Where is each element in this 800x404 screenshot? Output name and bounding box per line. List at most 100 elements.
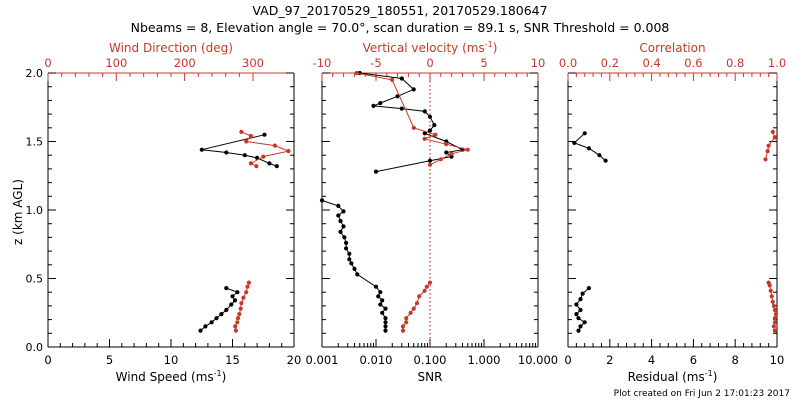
data-point bbox=[772, 307, 778, 313]
data-point bbox=[438, 157, 443, 162]
data-point bbox=[371, 103, 376, 108]
data-point bbox=[411, 306, 416, 311]
data-point bbox=[422, 109, 427, 114]
data-point bbox=[229, 302, 234, 307]
data-point bbox=[319, 198, 325, 203]
data-point bbox=[770, 299, 775, 304]
x-axis-title-residual: Residual (ms-1) bbox=[628, 369, 718, 384]
x-tick-label: 10 bbox=[164, 353, 179, 367]
data-point bbox=[230, 294, 235, 299]
data-point bbox=[422, 131, 427, 136]
data-point bbox=[224, 307, 229, 313]
x-tick-label: 5 bbox=[106, 353, 113, 367]
data-point bbox=[404, 320, 409, 325]
data-point bbox=[576, 316, 581, 321]
top-tick-label: 10 bbox=[531, 56, 546, 70]
data-point bbox=[336, 213, 341, 218]
data-point bbox=[378, 302, 383, 307]
data-point bbox=[239, 301, 244, 306]
data-point bbox=[338, 229, 343, 234]
data-point bbox=[355, 272, 360, 277]
data-point bbox=[400, 328, 406, 333]
data-point bbox=[772, 316, 778, 321]
data-point bbox=[765, 149, 770, 154]
data-point bbox=[383, 316, 388, 321]
top-axis-title-snr: Vertical velocity (ms-1) bbox=[363, 40, 498, 55]
y-axis-label: z (km AGL) bbox=[11, 179, 25, 245]
data-point bbox=[241, 295, 246, 300]
data-point bbox=[449, 151, 454, 156]
data-point bbox=[373, 169, 379, 174]
data-point bbox=[427, 114, 433, 119]
data-point bbox=[578, 324, 583, 329]
data-point bbox=[578, 297, 583, 302]
data-point bbox=[347, 257, 352, 262]
data-point bbox=[378, 290, 383, 295]
data-point bbox=[338, 218, 343, 224]
data-point bbox=[246, 280, 251, 285]
data-point bbox=[582, 320, 587, 325]
top-tick-label: -5 bbox=[370, 56, 381, 70]
data-point bbox=[427, 158, 433, 163]
x-tick-label: 0.100 bbox=[414, 353, 447, 367]
data-point bbox=[772, 320, 778, 325]
top-tick-label: 5 bbox=[480, 56, 487, 70]
data-point bbox=[408, 310, 413, 315]
x-tick-label: 0 bbox=[564, 353, 571, 367]
data-point bbox=[417, 294, 422, 299]
data-point bbox=[769, 294, 774, 299]
data-point bbox=[399, 106, 404, 111]
data-point bbox=[244, 290, 249, 295]
data-point bbox=[580, 291, 585, 296]
x-tick-label: 6 bbox=[690, 353, 697, 367]
top-axis-title-residual: Correlation bbox=[639, 41, 705, 55]
data-point bbox=[267, 161, 272, 166]
top-axis-title-wind: Wind Direction (deg) bbox=[109, 41, 233, 55]
x-tick-label: 1.000 bbox=[468, 353, 501, 367]
data-point bbox=[198, 328, 203, 333]
data-point bbox=[341, 209, 346, 214]
data-point bbox=[286, 149, 291, 154]
series-line-snr-1 bbox=[356, 72, 468, 166]
data-point bbox=[763, 157, 768, 162]
data-point bbox=[233, 324, 238, 329]
data-point bbox=[574, 302, 579, 307]
data-point bbox=[380, 298, 385, 303]
data-point bbox=[344, 240, 349, 245]
data-point bbox=[411, 125, 416, 130]
data-point bbox=[465, 147, 470, 152]
top-tick-label: 0.2 bbox=[601, 56, 619, 70]
data-point bbox=[444, 142, 449, 147]
data-point bbox=[219, 312, 224, 317]
data-point bbox=[336, 203, 341, 208]
data-point bbox=[248, 161, 253, 166]
chart-subtitle: Nbeams = 8, Elevation angle = 70.0°, sca… bbox=[131, 20, 670, 35]
data-point bbox=[597, 153, 602, 158]
data-point bbox=[378, 101, 383, 106]
data-point bbox=[433, 132, 438, 137]
data-point bbox=[427, 280, 433, 285]
data-point bbox=[574, 312, 579, 317]
data-point bbox=[572, 140, 577, 145]
data-point bbox=[245, 284, 250, 289]
data-point bbox=[203, 324, 208, 329]
data-point bbox=[383, 328, 388, 333]
data-point bbox=[199, 147, 204, 152]
data-point bbox=[404, 316, 409, 321]
data-point bbox=[347, 251, 352, 256]
data-point bbox=[244, 139, 249, 144]
series-line-residual-0 bbox=[575, 287, 590, 331]
data-point bbox=[344, 246, 349, 251]
data-point bbox=[380, 310, 385, 315]
x-axis-title-wind: Wind Speed (ms-1) bbox=[116, 369, 227, 384]
data-point bbox=[399, 76, 404, 81]
x-tick-label: 0 bbox=[44, 353, 51, 367]
y-tick-label: 2.0 bbox=[26, 67, 44, 80]
data-point bbox=[432, 123, 437, 128]
top-tick-label: 0.8 bbox=[726, 56, 744, 70]
data-point bbox=[376, 294, 381, 299]
x-tick-label: 4 bbox=[648, 353, 655, 367]
data-point bbox=[383, 320, 388, 325]
top-tick-label: 100 bbox=[105, 56, 127, 70]
